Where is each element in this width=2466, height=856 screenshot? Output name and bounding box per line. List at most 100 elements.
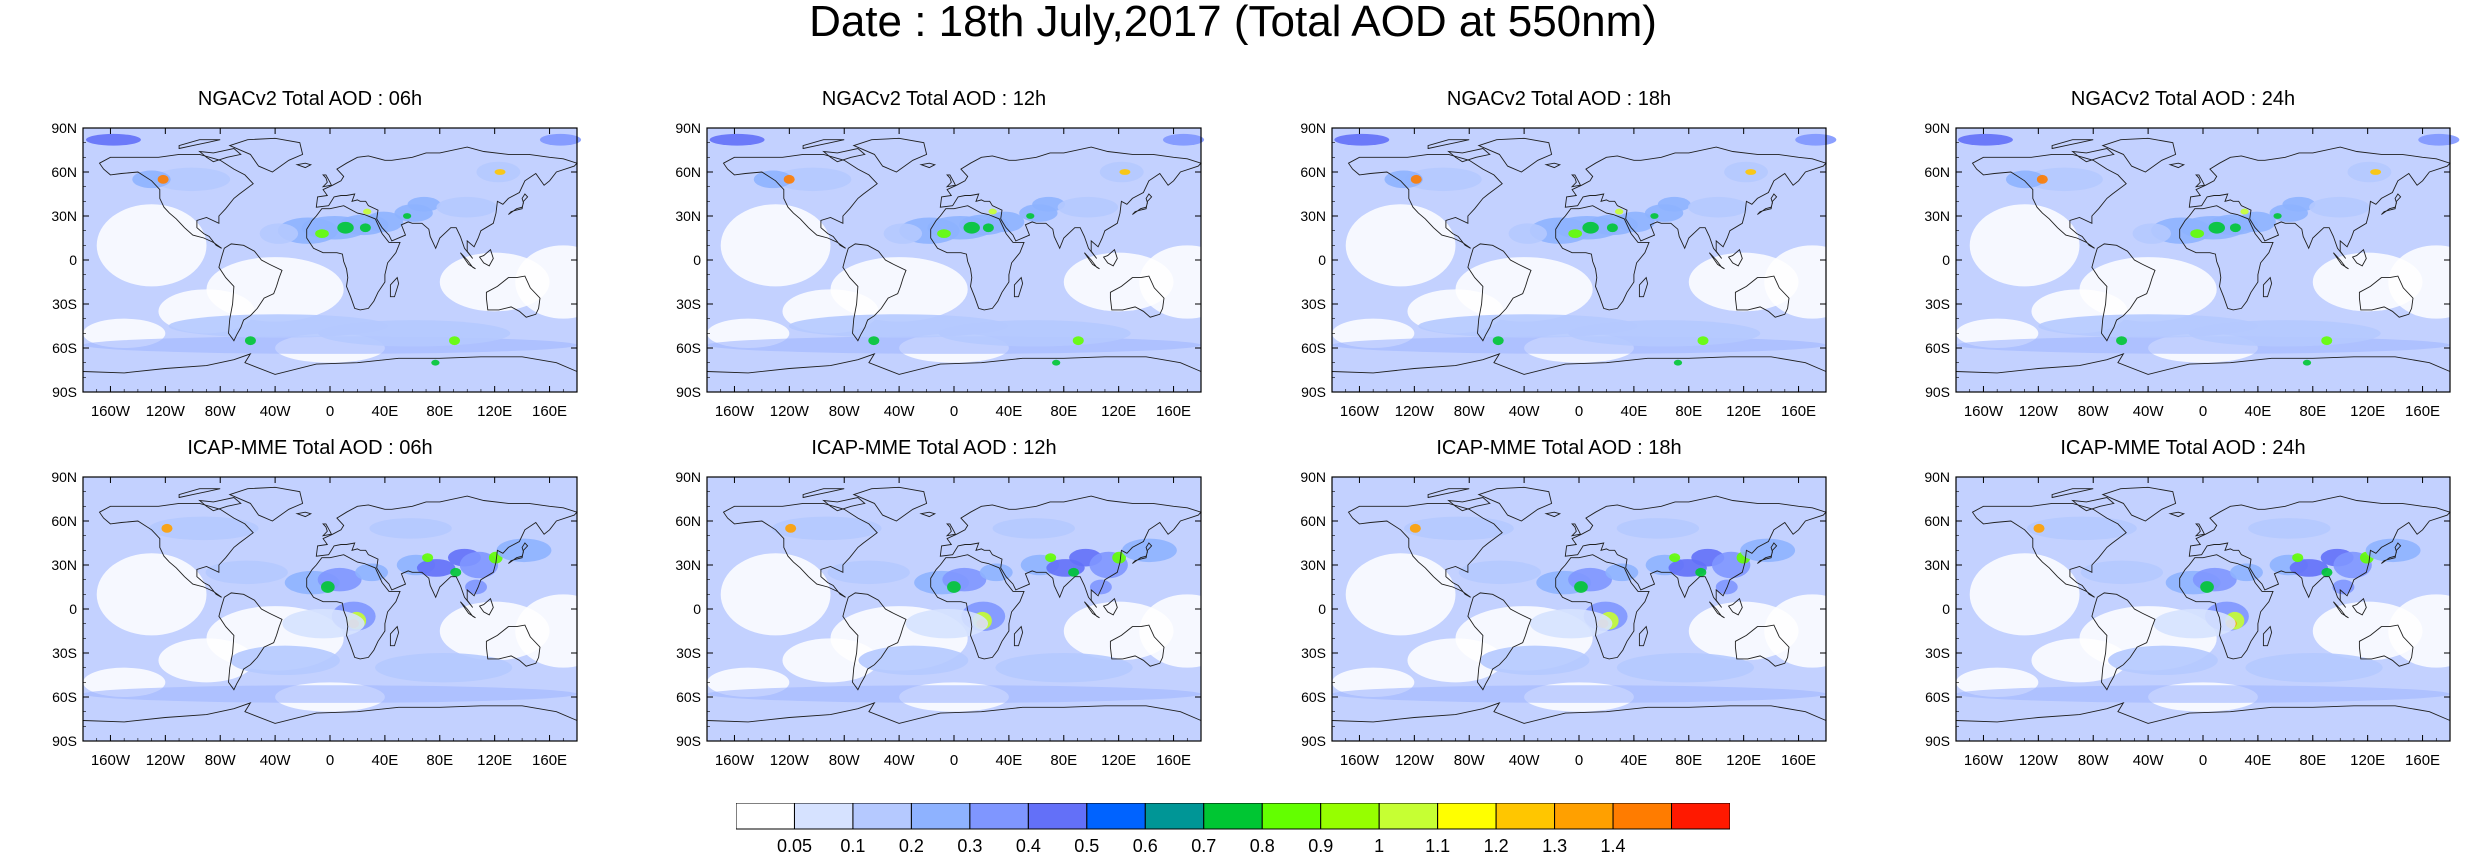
colorbar-box bbox=[1437, 803, 1497, 830]
colorbar-label: 0.05 bbox=[776, 836, 812, 856]
colorbar-box bbox=[1086, 803, 1146, 830]
lon-tick-label: 160E bbox=[1781, 752, 1816, 769]
lat-tick-label: 0 bbox=[69, 601, 77, 617]
lat-tick-label: 30N bbox=[675, 208, 701, 224]
lat-tick-label: 60S bbox=[52, 340, 77, 356]
colorbar-box bbox=[852, 803, 912, 830]
lon-tick-label: 40E bbox=[1621, 752, 1648, 769]
lon-tick-label: 40W bbox=[884, 403, 916, 420]
lon-tick-label: 40E bbox=[996, 752, 1023, 769]
colorbar-label: 0.1 bbox=[840, 836, 866, 856]
colorbar-label: 0.4 bbox=[1015, 836, 1041, 856]
colorbar-label: 1.4 bbox=[1600, 836, 1626, 856]
lat-tick-label: 60N bbox=[1300, 164, 1326, 180]
colorbar bbox=[736, 803, 1730, 830]
lat-tick-label: 90N bbox=[675, 120, 701, 136]
lon-tick-label: 80W bbox=[1454, 752, 1486, 769]
colorbar-label: 0.6 bbox=[1132, 836, 1158, 856]
colorbar-box bbox=[1144, 803, 1205, 830]
colorbar-label: 0.2 bbox=[898, 836, 924, 856]
lon-tick-label: 40W bbox=[260, 403, 292, 420]
aod-map: 90N 60N 30N 0 30S 60S 90S 160W 120W 80W 40W 0 40E 80E… bbox=[51, 120, 612, 420]
lat-tick-label: 30S bbox=[1925, 296, 1950, 312]
lon-tick-label: 40E bbox=[996, 403, 1023, 420]
lon-tick-label: 120E bbox=[1101, 752, 1136, 769]
lon-tick-label: 80W bbox=[2078, 403, 2110, 420]
colorbar-label: 0.9 bbox=[1308, 836, 1334, 856]
panel-icap-18h: ICAP-MME Total AOD : 18h 90N 60N 30N 0 30S 60… bbox=[1289, 437, 1861, 769]
colorbar-box bbox=[969, 803, 1029, 830]
lat-tick-label: 0 bbox=[69, 252, 77, 268]
colorbar-box bbox=[793, 803, 854, 830]
lon-tick-label: 80W bbox=[205, 752, 237, 769]
colorbar-box bbox=[1554, 803, 1614, 830]
lat-tick-label: 30N bbox=[51, 557, 77, 573]
colorbar-box bbox=[1320, 803, 1380, 830]
lat-tick-label: 90N bbox=[51, 120, 77, 136]
lon-tick-label: 160E bbox=[1781, 403, 1816, 420]
panel-icap-06h: ICAP-MME Total AOD : 06h 90N 60N 30N 0 30S 60… bbox=[40, 437, 612, 769]
lon-tick-label: 80W bbox=[205, 403, 237, 420]
panel-icap-24h: ICAP-MME Total AOD : 24h 90N 60N 30N 0 30S 60… bbox=[1913, 437, 2466, 769]
lat-tick-label: 60N bbox=[1300, 513, 1326, 529]
colorbar-box bbox=[1378, 803, 1439, 830]
lat-tick-label: 30N bbox=[675, 557, 701, 573]
lon-tick-label: 80E bbox=[1050, 752, 1077, 769]
lat-tick-label: 30S bbox=[1301, 296, 1326, 312]
lon-tick-label: 160E bbox=[2405, 403, 2440, 420]
lon-tick-label: 120E bbox=[477, 403, 512, 420]
panel-title: ICAP-MME Total AOD : 24h bbox=[2060, 437, 2306, 459]
lat-tick-label: 90S bbox=[676, 384, 701, 400]
lat-tick-label: 0 bbox=[1942, 252, 1950, 268]
lat-tick-label: 90N bbox=[1924, 120, 1950, 136]
lon-tick-label: 80E bbox=[2299, 403, 2326, 420]
lon-tick-label: 120E bbox=[1726, 752, 1761, 769]
aod-map: 90N 60N 30N 0 30S 60S 90S 160W 120W 80W 40W 0 40E 80E… bbox=[1924, 469, 2466, 769]
lon-tick-label: 40E bbox=[2245, 752, 2272, 769]
lon-tick-label: 120W bbox=[146, 752, 186, 769]
lat-tick-label: 30S bbox=[676, 296, 701, 312]
lon-tick-label: 120E bbox=[477, 752, 512, 769]
colorbar-label: 0.3 bbox=[957, 836, 983, 856]
lon-tick-label: 40W bbox=[260, 752, 292, 769]
lon-tick-label: 0 bbox=[326, 403, 334, 420]
lat-tick-label: 60S bbox=[676, 340, 701, 356]
colorbar-label: 0.5 bbox=[1074, 836, 1100, 856]
lon-tick-label: 40E bbox=[1621, 403, 1648, 420]
lon-tick-label: 120W bbox=[770, 403, 810, 420]
lat-tick-label: 90N bbox=[675, 469, 701, 485]
lon-tick-label: 80E bbox=[1675, 752, 1702, 769]
lon-tick-label: 160W bbox=[715, 752, 755, 769]
colorbar-box bbox=[1671, 803, 1730, 830]
lat-tick-label: 90S bbox=[1301, 384, 1326, 400]
lon-tick-label: 80E bbox=[2299, 752, 2326, 769]
lat-tick-label: 60S bbox=[1301, 689, 1326, 705]
lat-tick-label: 90S bbox=[676, 733, 701, 749]
aod-map: 90N 60N 30N 0 30S 60S 90S 160W 120W 80W 40W 0 40E 80E… bbox=[675, 120, 1236, 420]
colorbar-label: 1 bbox=[1374, 836, 1385, 856]
lon-tick-label: 80W bbox=[2078, 752, 2110, 769]
lat-tick-label: 60S bbox=[1925, 340, 1950, 356]
lon-tick-label: 120W bbox=[1395, 752, 1435, 769]
aod-map: 90N 60N 30N 0 30S 60S 90S 160W 120W 80W 40W 0 40E 80E… bbox=[675, 469, 1236, 769]
lat-tick-label: 30N bbox=[1924, 557, 1950, 573]
lon-tick-label: 80E bbox=[1050, 403, 1077, 420]
aod-map: 90N 60N 30N 0 30S 60S 90S 160W 120W 80W 40W 0 40E 80E… bbox=[1300, 120, 1861, 420]
lat-tick-label: 60N bbox=[675, 513, 701, 529]
lat-tick-label: 0 bbox=[1942, 601, 1950, 617]
lat-tick-label: 90S bbox=[1925, 733, 1950, 749]
lat-tick-label: 0 bbox=[693, 601, 701, 617]
panel-title: NGACv2 Total AOD : 24h bbox=[2070, 88, 2296, 110]
lon-tick-label: 120E bbox=[1101, 403, 1136, 420]
lat-tick-label: 90S bbox=[52, 733, 77, 749]
colorbar-box bbox=[910, 803, 971, 830]
lon-tick-label: 0 bbox=[1575, 752, 1583, 769]
lon-tick-label: 40E bbox=[372, 403, 399, 420]
colorbar-box bbox=[1495, 803, 1556, 830]
lat-tick-label: 30S bbox=[676, 645, 701, 661]
colorbar-box bbox=[1612, 803, 1673, 830]
lon-tick-label: 40W bbox=[2133, 752, 2165, 769]
lat-tick-label: 0 bbox=[693, 252, 701, 268]
panel-icap-12h: ICAP-MME Total AOD : 12h 90N 60N 30N 0 30S 60… bbox=[664, 437, 1236, 769]
lon-tick-label: 160W bbox=[91, 752, 131, 769]
